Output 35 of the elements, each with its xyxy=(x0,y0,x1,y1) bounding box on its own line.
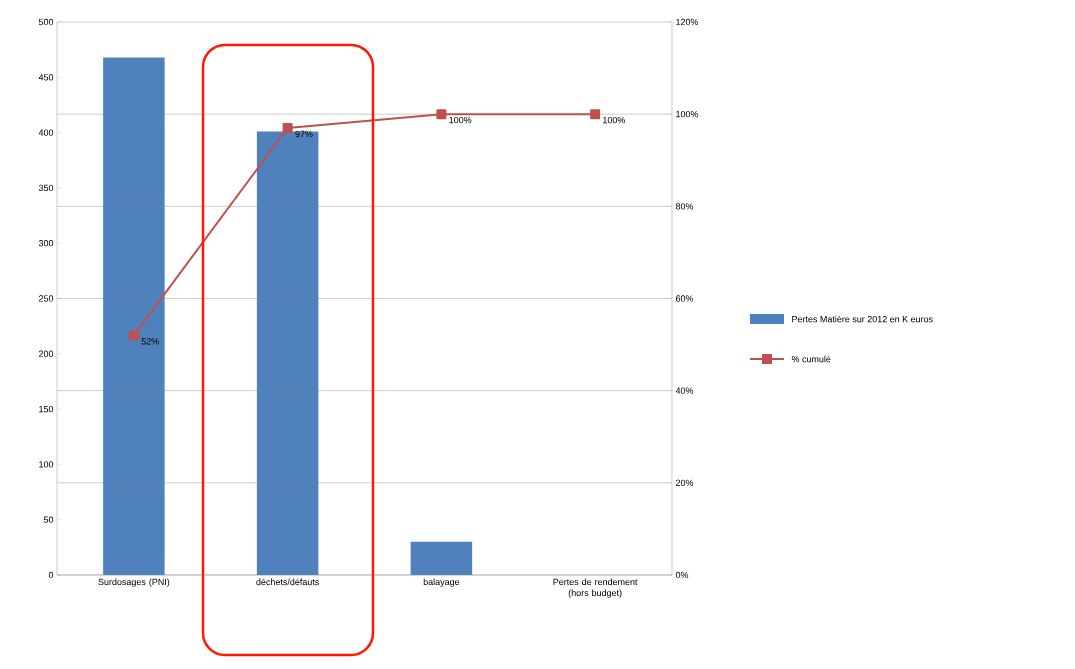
y-tick-label: 350 xyxy=(38,184,54,192)
y2-tick-label: 60% xyxy=(675,295,694,302)
y-tick-label: 400 xyxy=(38,129,54,136)
y2-tick-label: 80% xyxy=(675,203,694,210)
y-tick-label: 200 xyxy=(38,350,54,357)
point xyxy=(436,109,447,120)
data-label: 97% xyxy=(295,130,313,138)
point xyxy=(128,330,139,341)
data-label: 100% xyxy=(603,116,626,124)
y2-tick-label: 120% xyxy=(676,18,699,26)
legend-label: Pertes Matière sur 2012 en K euros xyxy=(792,315,933,323)
point xyxy=(282,122,293,133)
y-tick-label: 150 xyxy=(39,405,54,413)
data-label: 52% xyxy=(141,338,159,345)
y2-tick-label: 100% xyxy=(676,110,699,118)
bar xyxy=(410,541,473,575)
y-tick-label: 300 xyxy=(38,240,54,247)
x-tick-label: Pertes de rendement (hors budget) xyxy=(553,578,638,598)
point xyxy=(590,109,601,120)
y-tick-label: 250 xyxy=(38,295,54,302)
y2-tick-label: 0% xyxy=(675,571,689,579)
y-tick-label: 100 xyxy=(39,461,54,468)
y-tick-label: 450 xyxy=(38,74,54,81)
y-tick-label: 50 xyxy=(43,516,54,523)
y-tick-label: 500 xyxy=(38,18,54,26)
bar xyxy=(256,131,319,575)
y2-tick-label: 20% xyxy=(675,479,694,486)
x-tick-label: Surdosages (PNI) xyxy=(98,578,170,587)
bar xyxy=(103,57,165,575)
legend-label: % cumulé xyxy=(791,355,831,363)
y-tick-label: 0 xyxy=(48,571,54,579)
data-label: 100% xyxy=(449,116,472,124)
x-tick-label: déchets/défauts xyxy=(256,578,319,586)
y2-tick-label: 40% xyxy=(675,387,694,394)
x-tick-label: balayage xyxy=(423,578,460,587)
